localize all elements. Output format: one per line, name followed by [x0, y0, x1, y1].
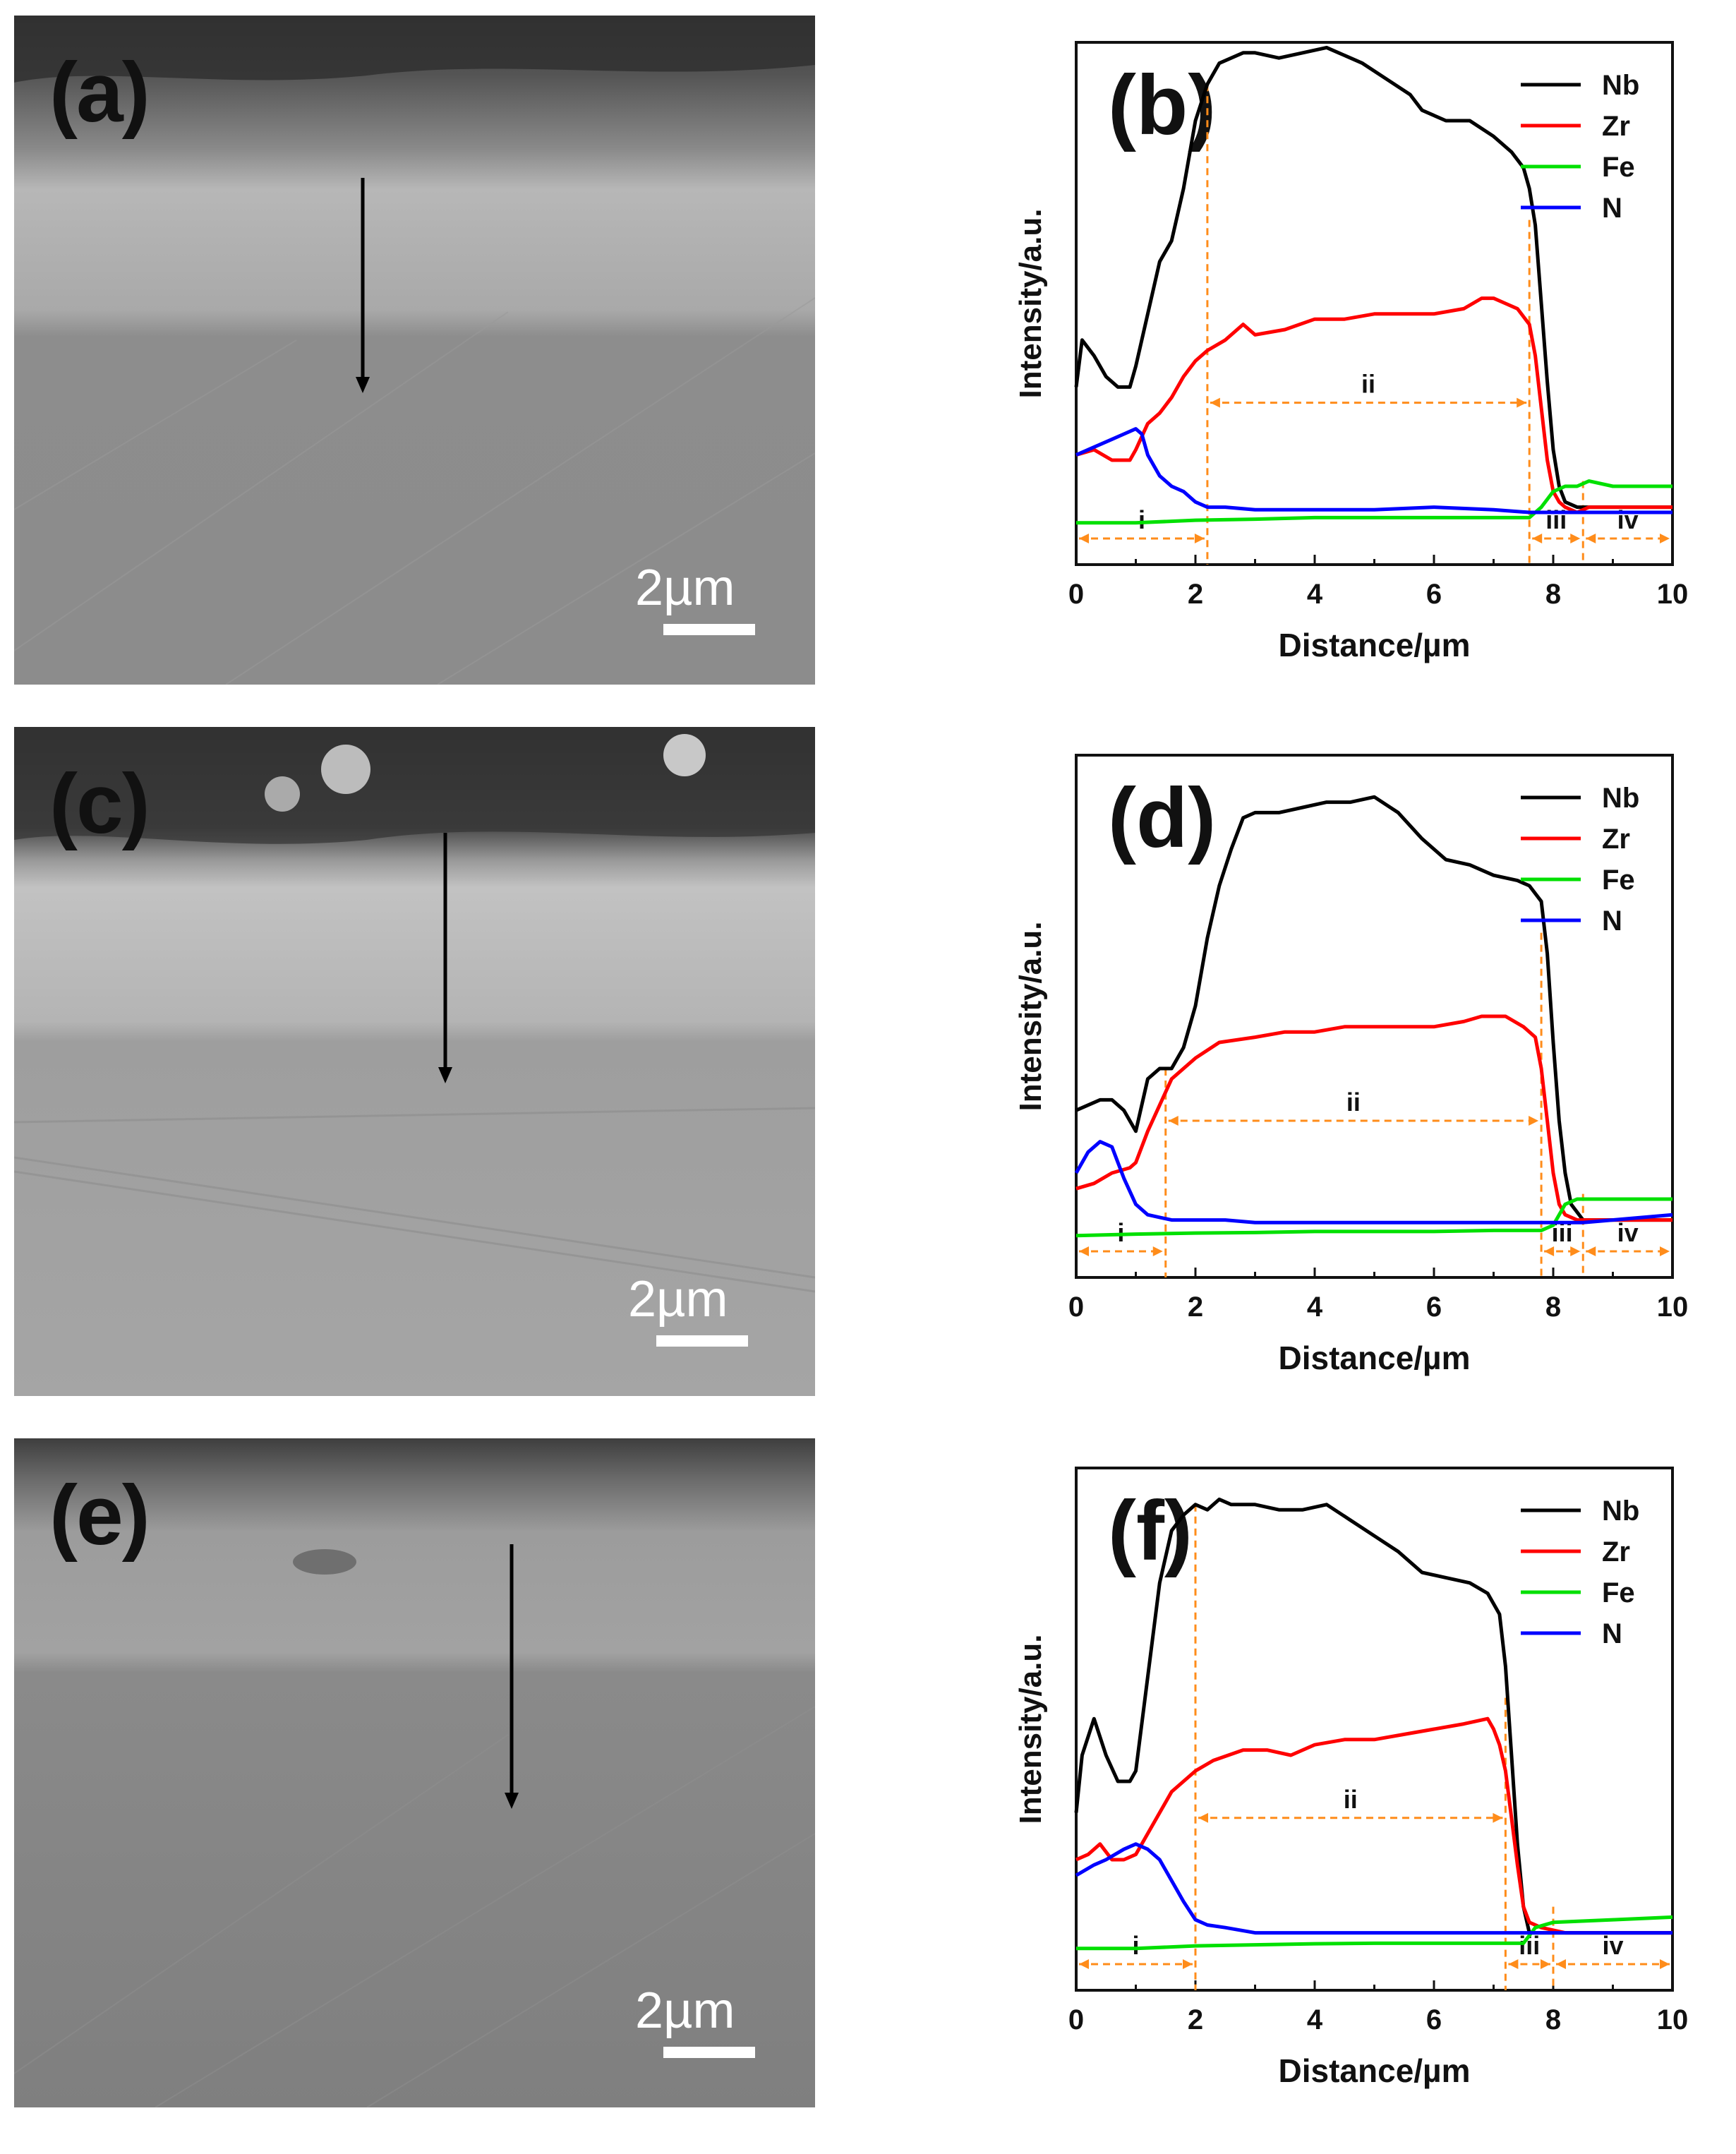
region-label-iv: iv [1602, 1931, 1623, 1960]
legend-label-nb: Nb [1602, 70, 1639, 101]
x-axis-label: Distance/µm [1279, 2052, 1471, 2089]
x-tick-label: 8 [1545, 579, 1561, 610]
scale-bar-a [663, 624, 755, 635]
region-arrowhead [1079, 534, 1089, 543]
region-arrowhead [1586, 1246, 1596, 1256]
x-tick-label: 2 [1188, 579, 1203, 610]
sem-image-a: (a) 2µm [14, 16, 815, 685]
chart-f-svg: 0 2 4 6 8 10Distance/µmIntensity/a.u.(f)iiiii… [988, 1454, 1694, 2131]
scale-bar-e [663, 2047, 755, 2058]
legend-label-n: N [1602, 905, 1622, 937]
x-tick-label: 0 [1068, 579, 1084, 610]
legend-label-fe: Fe [1602, 865, 1635, 896]
x-tick-label: 10 [1657, 2004, 1689, 2035]
region-arrowhead [1493, 1813, 1502, 1823]
region-arrowhead [1079, 1959, 1089, 1969]
region-arrowhead [1544, 1246, 1554, 1256]
region-arrowhead [1532, 534, 1542, 543]
x-axis-label: Distance/µm [1279, 627, 1471, 663]
legend-label-n: N [1602, 1618, 1622, 1649]
region-label-iii: iii [1545, 505, 1567, 534]
y-axis-label: Intensity/a.u. [1013, 209, 1048, 399]
region-arrowhead [1570, 1246, 1580, 1256]
region-arrowhead [1586, 534, 1596, 543]
legend-label-zr: Zr [1602, 1536, 1630, 1568]
scale-bar-c [656, 1335, 748, 1347]
region-arrowhead [1570, 534, 1580, 543]
scale-bar-label-a: 2µm [635, 559, 735, 617]
region-arrowhead [1660, 1246, 1670, 1256]
region-arrowhead [1556, 1959, 1566, 1969]
y-axis-label: Intensity/a.u. [1013, 922, 1048, 1112]
x-tick-label: 8 [1545, 1292, 1561, 1323]
sem-image-c: (c) 2µm [14, 727, 815, 1396]
region-label-i: i [1132, 1931, 1139, 1960]
region-arrowhead [1079, 1246, 1089, 1256]
region-arrowhead [1541, 1959, 1550, 1969]
x-tick-label: 0 [1068, 1292, 1084, 1323]
x-tick-label: 6 [1426, 579, 1442, 610]
sem-image-e: (e) 2µm [14, 1438, 815, 2107]
x-tick-label: 6 [1426, 2004, 1442, 2035]
region-label-i: i [1117, 1218, 1124, 1247]
region-label-ii: ii [1346, 1088, 1361, 1117]
region-arrowhead [1660, 1959, 1670, 1969]
region-arrowhead [1195, 534, 1205, 543]
region-label-ii: ii [1361, 370, 1375, 399]
region-arrowhead [1153, 1246, 1163, 1256]
region-arrowhead [1198, 1813, 1208, 1823]
x-tick-label: 8 [1545, 2004, 1561, 2035]
chart-d-svg: 0 2 4 6 8 10Distance/µmIntensity/a.u.(d)iiiii… [988, 741, 1694, 1419]
region-arrowhead [1508, 1959, 1518, 1969]
x-tick-label: 0 [1068, 2004, 1084, 2035]
y-axis-label: Intensity/a.u. [1013, 1635, 1048, 1824]
series-line-zr [1076, 1719, 1672, 1932]
legend-label-zr: Zr [1602, 111, 1630, 142]
scale-bar-label-e: 2µm [635, 1982, 735, 2040]
region-label-ii: ii [1344, 1785, 1358, 1814]
x-tick-label: 4 [1307, 579, 1323, 610]
x-tick-label: 4 [1307, 2004, 1323, 2035]
region-arrowhead [1529, 1116, 1538, 1126]
region-label-iv: iv [1617, 1218, 1639, 1247]
legend-label-fe: Fe [1602, 1577, 1635, 1608]
panel-label-a: (a) [49, 44, 149, 141]
region-arrowhead [1210, 398, 1220, 408]
x-tick-label: 10 [1657, 1292, 1689, 1323]
legend-label-nb: Nb [1602, 783, 1639, 814]
chart-f: 0 2 4 6 8 10 Distance/µm Intensity/a.u. (f) i ii ii… [988, 1454, 1694, 2131]
panel-label-e: (e) [49, 1467, 149, 1564]
region-arrowhead [1169, 1116, 1179, 1126]
x-tick-label: 2 [1188, 1292, 1203, 1323]
panel-label: (d) [1108, 771, 1216, 865]
region-arrowhead [1517, 398, 1526, 408]
region-arrowhead [1183, 1959, 1193, 1969]
x-tick-label: 10 [1657, 579, 1689, 610]
legend-label-n: N [1602, 193, 1622, 224]
x-tick-label: 2 [1188, 2004, 1203, 2035]
x-tick-label: 6 [1426, 1292, 1442, 1323]
panel-label: (f) [1108, 1484, 1193, 1578]
chart-b: 0 2 4 6 8 10 Distance/µm Intensity/a.u. (b) i ii ii… [988, 28, 1694, 706]
panel-label-c: (c) [49, 755, 149, 853]
legend-label-fe: Fe [1602, 152, 1635, 183]
region-arrowhead [1660, 534, 1670, 543]
legend-label-nb: Nb [1602, 1496, 1639, 1527]
scale-bar-label-c: 2µm [628, 1270, 728, 1328]
legend-label-zr: Zr [1602, 824, 1630, 855]
x-tick-label: 4 [1307, 1292, 1323, 1323]
region-label-iv: iv [1617, 505, 1639, 534]
chart-b-svg: 0 2 4 6 8 10Distance/µmIntensity/a.u.(b)iiiii… [988, 28, 1694, 706]
region-label-i: i [1138, 505, 1145, 534]
chart-d: 0 2 4 6 8 10 Distance/µm Intensity/a.u. (d) i ii ii… [988, 741, 1694, 1419]
x-axis-label: Distance/µm [1279, 1340, 1471, 1376]
